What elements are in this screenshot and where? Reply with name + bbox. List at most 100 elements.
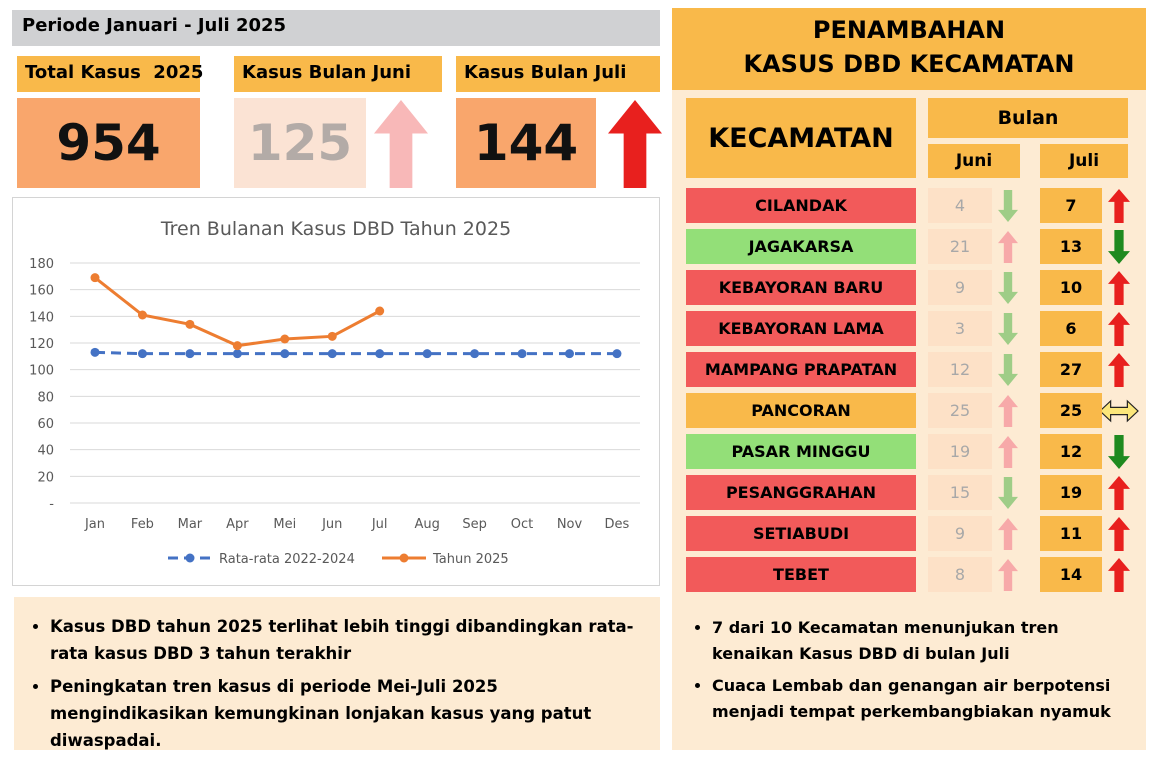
june-value: 21 bbox=[928, 229, 992, 264]
y-tick-label: 160 bbox=[29, 284, 54, 299]
panel-title-line: PENAMBAHAN bbox=[812, 16, 1006, 44]
july-value: 6 bbox=[1040, 311, 1102, 346]
x-tick-label: Jul bbox=[371, 517, 388, 532]
table-header: KECAMATAN bbox=[686, 98, 916, 178]
x-tick-label: Mei bbox=[273, 517, 296, 532]
note: 7 dari 10 Kecamatan menunjukan tren kena… bbox=[712, 615, 1140, 667]
data-point bbox=[232, 341, 242, 351]
trend-arrow bbox=[1108, 435, 1130, 469]
month-group: Bulan bbox=[928, 98, 1128, 138]
data-point bbox=[185, 349, 195, 359]
june-value: 8 bbox=[928, 557, 992, 592]
june-value: 15 bbox=[928, 475, 992, 510]
x-tick-label: Sep bbox=[462, 517, 487, 532]
notes-box: Kasus DBD tahun 2025 terlihat lebih ting… bbox=[14, 597, 660, 750]
july-value: 12 bbox=[1040, 434, 1102, 469]
july-value: 27 bbox=[1040, 352, 1102, 387]
trend-arrow bbox=[998, 518, 1018, 550]
notes-list: 7 dari 10 Kecamatan menunjukan tren kena… bbox=[690, 615, 1140, 725]
trend-arrow bbox=[998, 231, 1018, 263]
data-point bbox=[470, 349, 480, 359]
note: Kasus DBD tahun 2025 terlihat lebih ting… bbox=[50, 613, 646, 667]
july-value: 25 bbox=[1040, 393, 1102, 428]
data-point bbox=[327, 349, 337, 359]
x-tick-label: Apr bbox=[226, 517, 249, 532]
series-line bbox=[94, 276, 381, 348]
trend-arrow bbox=[374, 100, 428, 188]
y-tick-label: 80 bbox=[37, 390, 54, 405]
data-point bbox=[612, 349, 622, 359]
data-point bbox=[327, 331, 337, 341]
kpi-value c: 954 bbox=[17, 98, 200, 188]
y-tick-label: 40 bbox=[37, 444, 54, 459]
trend-arrow bbox=[1108, 517, 1130, 551]
chart-panel bbox=[12, 197, 660, 586]
x-tick-label: Oct bbox=[511, 517, 533, 532]
y-tick-label: - bbox=[49, 497, 54, 512]
legend-marker bbox=[399, 553, 409, 563]
district-name: CILANDAK bbox=[686, 188, 916, 223]
trend-arrow bbox=[1108, 353, 1130, 387]
trend-arrow bbox=[1108, 271, 1130, 305]
data-point bbox=[185, 319, 195, 329]
y-tick-label: 140 bbox=[29, 310, 54, 325]
data-point bbox=[280, 349, 290, 359]
data-point bbox=[565, 349, 574, 359]
district-name: MAMPANG PRAPATAN bbox=[686, 352, 916, 387]
data-point bbox=[375, 349, 385, 359]
june-value: 4 bbox=[928, 188, 992, 223]
kpi-label: Kasus Bulan Juni bbox=[234, 56, 442, 92]
july-value: 14 bbox=[1040, 557, 1102, 592]
x-tick-label: Nov bbox=[557, 517, 583, 532]
kpi-label: Total Kasus 2025 bbox=[17, 56, 203, 92]
july-value: 10 bbox=[1040, 270, 1102, 305]
district-name: KEBAYORAN BARU bbox=[686, 270, 916, 305]
trend-arrow bbox=[1108, 558, 1130, 592]
legend-label: Rata-rata 2022-2024 bbox=[219, 552, 355, 567]
legend-label: Tahun 2025 bbox=[432, 552, 509, 567]
x-tick-label: Jun bbox=[321, 517, 342, 532]
trend-arrow bbox=[998, 559, 1018, 591]
x-tick-label: Mar bbox=[178, 517, 203, 532]
district-name: TEBET bbox=[686, 557, 916, 592]
y-tick-label: 100 bbox=[29, 364, 54, 379]
x-tick-label: Des bbox=[605, 517, 630, 532]
trend-arrow bbox=[998, 477, 1018, 509]
trend-arrow bbox=[1108, 312, 1130, 346]
district-name: KEBAYORAN LAMA bbox=[686, 311, 916, 346]
data-point bbox=[232, 349, 242, 359]
x-tick-label: Feb bbox=[131, 517, 154, 532]
trend-arrow bbox=[998, 436, 1018, 468]
x-tick-label: Jan bbox=[84, 517, 105, 532]
june-value: 25 bbox=[928, 393, 992, 428]
june-value: 12 bbox=[928, 352, 992, 387]
note: Cuaca Lembab dan genangan air berpotensi… bbox=[712, 673, 1140, 725]
district-name: SETIABUDI bbox=[686, 516, 916, 551]
kpi-value c: 125 bbox=[234, 98, 366, 188]
right-header bbox=[672, 8, 1146, 90]
july-value: 13 bbox=[1040, 229, 1102, 264]
trend-arrow bbox=[1108, 189, 1130, 223]
data-point bbox=[90, 273, 100, 283]
trend-arrow bbox=[998, 354, 1018, 386]
y-tick-label: 120 bbox=[29, 337, 54, 352]
x-tick-label: Aug bbox=[414, 517, 439, 532]
series-line bbox=[94, 350, 617, 356]
trend-arrow bbox=[998, 313, 1018, 345]
trend-arrow bbox=[1099, 399, 1139, 423]
july-value: 19 bbox=[1040, 475, 1102, 510]
trend-arrow bbox=[1108, 230, 1130, 264]
data-point bbox=[137, 310, 147, 320]
period-banner: Periode Januari - Juli 2025 bbox=[12, 10, 660, 46]
notes-list: Kasus DBD tahun 2025 terlihat lebih ting… bbox=[28, 613, 646, 754]
month-header: Juni bbox=[928, 144, 1020, 178]
month-header: Juli bbox=[1040, 144, 1128, 178]
data-point bbox=[375, 306, 385, 316]
data-point bbox=[280, 334, 290, 344]
notes-box: 7 dari 10 Kecamatan menunjukan tren kena… bbox=[690, 615, 1140, 731]
kpi-value c: 144 bbox=[456, 98, 596, 188]
y-tick-label: 180 bbox=[29, 257, 54, 272]
chart-title: Tren Bulanan Kasus DBD Tahun 2025 bbox=[160, 218, 511, 240]
